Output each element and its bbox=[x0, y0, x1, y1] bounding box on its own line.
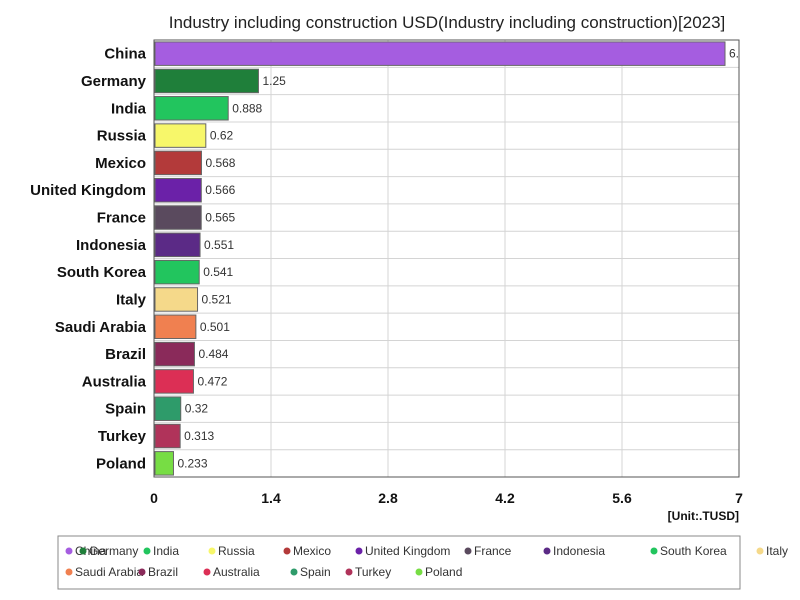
unit-label: [Unit:.TUSD] bbox=[668, 509, 739, 523]
bar-france bbox=[154, 205, 202, 230]
bar-spain bbox=[154, 396, 182, 421]
category-label: South Korea bbox=[57, 264, 147, 281]
legend-entry[interactable]: Spain bbox=[300, 565, 331, 579]
category-label: Saudi Arabia bbox=[55, 319, 147, 336]
bar-poland bbox=[154, 451, 174, 476]
value-label: 0.484 bbox=[198, 347, 228, 361]
value-label: 0.501 bbox=[200, 320, 230, 334]
bar-mexico bbox=[154, 150, 202, 176]
x-tick-label: 2.8 bbox=[378, 490, 398, 506]
legend-marker bbox=[543, 547, 551, 555]
x-tick-label: 4.2 bbox=[495, 490, 515, 506]
bar-saudi-arabia bbox=[154, 314, 197, 340]
legend-marker bbox=[464, 547, 472, 555]
legend-marker bbox=[756, 547, 764, 555]
value-label: 1.25 bbox=[262, 74, 286, 88]
value-label: 0.565 bbox=[205, 211, 235, 225]
category-label: France bbox=[97, 210, 146, 227]
value-label: 0.541 bbox=[203, 265, 233, 279]
bar-india bbox=[154, 96, 229, 121]
legend-marker bbox=[650, 547, 658, 555]
legend-marker bbox=[345, 568, 353, 576]
value-label: 6. bbox=[729, 47, 739, 61]
category-label: United Kingdom bbox=[30, 182, 146, 199]
value-label: 0.521 bbox=[202, 292, 232, 306]
x-tick-label: 1.4 bbox=[261, 490, 281, 506]
bar-brazil bbox=[154, 341, 195, 367]
legend-marker bbox=[290, 568, 298, 576]
legend-entry[interactable]: Turkey bbox=[355, 565, 391, 579]
category-label: Poland bbox=[96, 455, 146, 472]
legend-marker bbox=[355, 547, 363, 555]
category-label: Mexico bbox=[95, 155, 146, 172]
legend-entry[interactable]: Australia bbox=[213, 565, 260, 579]
category-label: Indonesia bbox=[76, 237, 147, 254]
legend-entry[interactable]: Poland bbox=[425, 565, 462, 579]
grid bbox=[153, 39, 740, 478]
category-label: China bbox=[104, 46, 146, 63]
legend-marker bbox=[79, 547, 87, 555]
category-label: Brazil bbox=[105, 346, 146, 363]
category-label: Germany bbox=[81, 73, 147, 90]
legend-marker bbox=[415, 568, 423, 576]
x-axis: 0 1.4 2.8 4.2 5.6 7 China Germany India Russia Mex… bbox=[30, 46, 743, 506]
value-label: 0.62 bbox=[210, 129, 234, 143]
bar-united-kingdom bbox=[154, 177, 202, 203]
bar-south-korea bbox=[154, 259, 200, 285]
legend-marker bbox=[65, 547, 73, 555]
value-label: 0.313 bbox=[184, 429, 214, 443]
legend-entry[interactable]: Russia bbox=[218, 544, 255, 558]
bar-germany bbox=[154, 68, 259, 94]
legend-entry[interactable]: Mexico bbox=[293, 544, 331, 558]
legend-marker bbox=[65, 568, 73, 576]
category-label: Russia bbox=[97, 128, 147, 145]
category-label: India bbox=[111, 100, 147, 117]
legend-entry[interactable]: Brazil bbox=[148, 565, 178, 579]
x-tick-label: 0 bbox=[150, 490, 158, 506]
value-label: 0.472 bbox=[197, 374, 227, 388]
legend-box bbox=[57, 535, 741, 590]
bar-turkey bbox=[154, 423, 181, 449]
x-tick-label: 7 bbox=[735, 490, 743, 506]
value-label: 0.233 bbox=[177, 456, 207, 470]
legend-marker bbox=[203, 568, 211, 576]
category-label: Turkey bbox=[98, 428, 147, 445]
value-label: 0.566 bbox=[205, 183, 235, 197]
value-label: 0.888 bbox=[232, 101, 262, 115]
bar-china bbox=[154, 41, 726, 66]
legend-entry[interactable]: Italy bbox=[766, 544, 788, 558]
chart-title: Industry including construction USD(Indu… bbox=[169, 13, 726, 32]
legend-marker bbox=[283, 547, 291, 555]
legend-marker bbox=[143, 547, 151, 555]
x-tick-label: 5.6 bbox=[612, 490, 632, 506]
legend-entry[interactable]: United Kingdom bbox=[365, 544, 450, 558]
category-label: Italy bbox=[116, 291, 147, 308]
category-label: Spain bbox=[105, 401, 146, 418]
value-label: 0.568 bbox=[205, 156, 235, 170]
plot-frame bbox=[153, 39, 740, 478]
value-label: 0.551 bbox=[204, 238, 234, 252]
category-label: Australia bbox=[82, 373, 147, 390]
bar-italy bbox=[154, 287, 199, 312]
legend-entry[interactable]: China bbox=[75, 544, 107, 558]
legend-entry[interactable]: Saudi Arabia bbox=[75, 565, 143, 579]
bar-indonesia bbox=[154, 232, 201, 258]
legend-marker bbox=[208, 547, 216, 555]
bar-australia bbox=[154, 369, 194, 394]
bars: 6. 1.250.888 0.62 0.568 0.566 0.565 0.551 0.541… bbox=[154, 41, 739, 476]
value-label: 0.32 bbox=[185, 402, 209, 416]
legend-entry[interactable]: France bbox=[474, 544, 512, 558]
legend-entry[interactable]: Indonesia bbox=[553, 544, 605, 558]
legend-entry[interactable]: Germany bbox=[89, 544, 138, 558]
legend-entry[interactable]: South Korea bbox=[660, 544, 727, 558]
legend-marker bbox=[138, 568, 146, 576]
legend-entry[interactable]: India bbox=[153, 544, 179, 558]
bar-russia bbox=[154, 123, 207, 148]
